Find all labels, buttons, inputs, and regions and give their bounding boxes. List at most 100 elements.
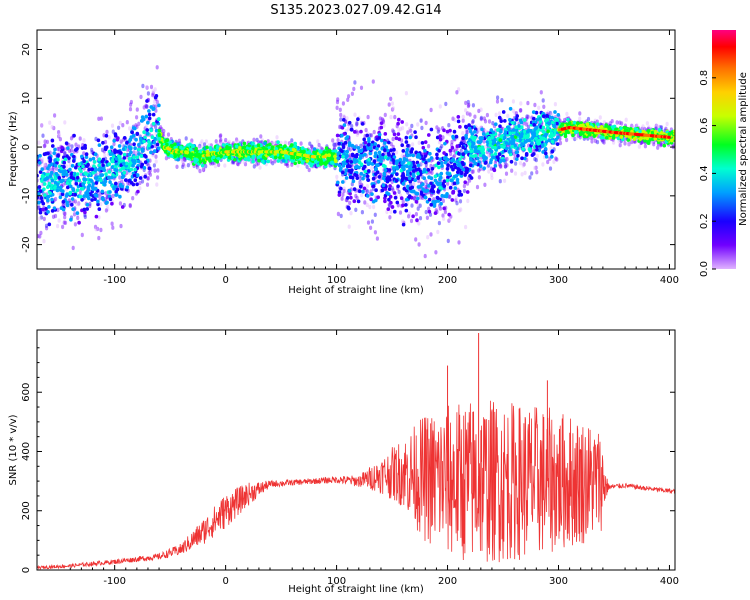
- spectrogram-cell: [412, 181, 416, 187]
- spectrogram-cell: [457, 87, 461, 92]
- spectrogram-cell: [513, 110, 517, 116]
- spectrogram-cell: [63, 211, 67, 216]
- spectrogram-cell: [590, 139, 594, 144]
- spectrogram-cell: [45, 139, 50, 145]
- spectrogram-cell: [654, 126, 658, 131]
- spectrogram-cell: [532, 116, 536, 121]
- spectrogram-cell: [214, 139, 218, 144]
- spectrogram-cell: [53, 113, 57, 118]
- spectrogram-cell: [138, 186, 142, 191]
- spectrogram-cell: [459, 141, 464, 146]
- spectrogram-cell: [626, 141, 631, 147]
- spectrogram-cell: [434, 163, 439, 168]
- spectrogram-cell: [353, 145, 357, 150]
- spectrogram-cell: [342, 118, 346, 122]
- spectrogram-cell: [108, 180, 112, 185]
- spectrogram-cell: [441, 135, 445, 140]
- spectrogram-cell: [40, 123, 44, 128]
- spectrogram-cell: [67, 158, 71, 164]
- spectrogram-cell: [96, 199, 100, 204]
- spectrogram-cell: [361, 176, 365, 181]
- spectrogram-cell: [48, 120, 52, 125]
- spectrogram-cell: [573, 136, 577, 142]
- spectrogram-cell: [57, 191, 61, 196]
- spectrogram-cell: [409, 128, 413, 133]
- spectrogram-cell: [339, 117, 343, 122]
- spectrogram-cell: [236, 161, 240, 166]
- spectrogram-cell: [516, 153, 520, 158]
- spectrogram-cell: [405, 164, 409, 169]
- spectrogram-cell: [349, 127, 354, 132]
- spectrogram-cell: [310, 144, 314, 149]
- spectrogram-cell: [412, 196, 416, 201]
- spectrogram-cell: [513, 143, 517, 148]
- spectrogram-cell: [356, 117, 360, 122]
- spectrogram-cell: [487, 169, 491, 174]
- spectrogram-cell: [360, 122, 365, 126]
- spectrogram-cell: [114, 162, 119, 167]
- spectrogram-cell: [598, 115, 602, 120]
- spectrogram-cell: [610, 119, 614, 124]
- spectrogram-cell: [128, 107, 133, 112]
- spectrogram-cell: [525, 138, 529, 143]
- spectrogram-cell: [132, 150, 136, 155]
- spectrogram-cell: [74, 142, 78, 147]
- spectrogram-cell: [199, 141, 203, 146]
- spectrogram-cell: [117, 125, 121, 130]
- spectrogram-cell: [39, 196, 44, 201]
- spectrogram-cell: [181, 159, 185, 164]
- spectrogram-cell: [453, 153, 457, 158]
- spectrogram-cell: [438, 104, 442, 109]
- spectrogram-cell: [348, 200, 352, 206]
- spectrogram-cell: [542, 104, 546, 110]
- spectrogram-cell: [404, 140, 409, 144]
- spectrogram-cell: [408, 179, 413, 184]
- spectrogram-cell: [336, 211, 340, 217]
- spectrogram-cell: [468, 154, 473, 158]
- spectrogram-cell: [70, 197, 75, 201]
- spectrogram-cell: [450, 139, 454, 145]
- spectrogram-cell: [365, 174, 370, 179]
- spectrogram-cell: [254, 158, 259, 163]
- spectrogram-cell: [125, 170, 129, 175]
- spectrogram-cell: [139, 94, 143, 100]
- spectrogram-cell: [432, 204, 437, 208]
- spectrogram-cell: [82, 138, 86, 143]
- spectrogram-cell: [186, 143, 190, 148]
- spectrogram-cell: [430, 170, 434, 175]
- spectrogram-cell: [183, 157, 187, 163]
- spectrogram-cell: [417, 221, 421, 226]
- spectrogram-cell: [227, 139, 231, 145]
- spectrogram-cell: [372, 204, 376, 210]
- spectrogram-cell: [94, 227, 98, 232]
- spectrogram-cell: [571, 133, 575, 138]
- spectrogram-cell: [149, 84, 154, 90]
- spectrogram-cell: [71, 245, 75, 251]
- spectrogram-cell: [44, 162, 48, 168]
- spectrogram-cell: [40, 157, 44, 162]
- spectrogram-cell: [204, 164, 208, 169]
- spectrogram-cell: [482, 154, 486, 159]
- spectrogram-cell: [511, 108, 515, 114]
- spectrogram-cell: [468, 112, 472, 117]
- spectrogram-cell: [506, 113, 510, 119]
- spectrogram-cell: [74, 148, 78, 152]
- spectrogram-cell: [448, 148, 453, 153]
- spectrogram-cell: [152, 140, 157, 145]
- spectrogram-cell: [428, 151, 432, 156]
- spectrogram-cell: [473, 114, 477, 119]
- spectrogram-cell: [243, 162, 248, 167]
- spectrogram-cell: [296, 163, 300, 168]
- spectrogram-cell: [505, 156, 509, 162]
- spectrogram-cell: [353, 80, 357, 85]
- spectrogram-cell: [77, 201, 81, 206]
- spectrogram-cell: [147, 170, 151, 175]
- spectrogram-cell: [352, 199, 357, 204]
- spectrogram-cell: [422, 176, 427, 181]
- spectrogram-cell: [503, 119, 507, 123]
- spectrogram-cell: [342, 114, 346, 119]
- spectrogram-cell: [514, 128, 519, 133]
- spectrogram-cell: [479, 107, 483, 112]
- spectrogram-cell: [497, 145, 501, 150]
- spectrogram-cell: [97, 207, 102, 212]
